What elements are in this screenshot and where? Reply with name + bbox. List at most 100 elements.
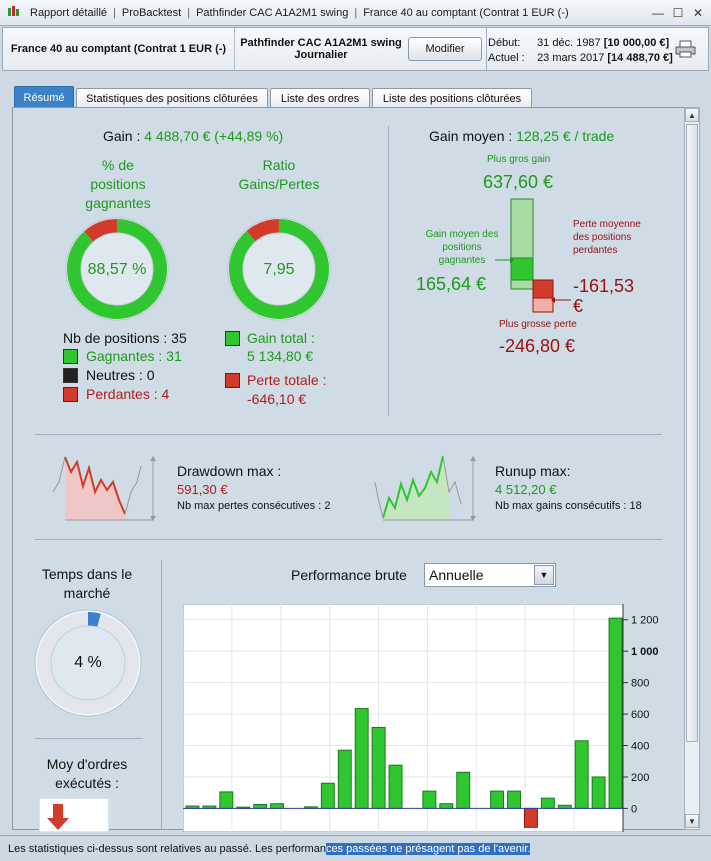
total-gain-swatch <box>225 331 240 346</box>
drawdown-chart <box>49 452 159 527</box>
start-label: Début: <box>488 37 521 49</box>
start-value: [10 000,00 €] <box>603 37 670 49</box>
biggest-gain-label: Plus gros gain <box>487 154 551 165</box>
performance-bar <box>456 771 471 809</box>
status-bar: Les statistiques ci-dessus sont relative… <box>0 835 711 861</box>
performance-bar <box>354 708 369 809</box>
neutral-swatch <box>63 368 78 383</box>
performance-bar <box>439 803 454 809</box>
biggest-gain-value: 637,60 € <box>483 172 554 192</box>
pct-winning-main-arc <box>67 219 167 319</box>
vertical-scrollbar[interactable]: ▲ ▼ <box>684 107 700 830</box>
y-tick-label: 1 200 <box>631 615 659 627</box>
performance-bar <box>574 740 589 809</box>
current-value: [14 488,70 €] <box>607 52 673 64</box>
orders-icon <box>38 797 110 837</box>
nb-positions: Nb de positions : 35 <box>63 330 187 346</box>
strategy-box: Pathfinder CAC A1A2M1 swing Journalier <box>235 28 407 70</box>
disclaimer-selected-text: ces passées ne présagent pas de l'avenir… <box>325 842 531 855</box>
breadcrumb-report[interactable]: Rapport détaillé <box>30 6 108 19</box>
tab-resume[interactable]: Résumé <box>14 86 74 108</box>
start-date: 31 déc. 1987 <box>537 37 601 49</box>
gain-loss-bars <box>483 196 583 319</box>
period-select[interactable]: Annuelle ▼ <box>424 563 556 587</box>
time-in-market-donut <box>33 608 143 723</box>
ratio-value: 7,95 <box>263 261 295 278</box>
avg-gain-row: Gain moyen : 128,25 € / trade <box>429 128 614 144</box>
gain-label: Gain : <box>103 128 145 144</box>
close-icon[interactable]: ✕ <box>692 5 704 20</box>
tab-order-list[interactable]: Liste des ordres <box>270 88 370 108</box>
performance-bar <box>490 790 505 809</box>
tab-closed-position-list[interactable]: Liste des positions clôturées <box>372 88 532 108</box>
scroll-up-icon[interactable]: ▲ <box>685 108 699 122</box>
scroll-down-icon[interactable]: ▼ <box>685 814 699 828</box>
current-date-row: Actuel : 23 mars 2017 [14 488,70 €] <box>488 52 673 64</box>
current-date: 23 mars 2017 <box>537 52 605 64</box>
biggest-loss-label: Plus grosse perte <box>499 319 577 330</box>
y-tick-label: 600 <box>631 709 649 721</box>
ratio-label: Ratio Gains/Pertes <box>238 157 320 192</box>
scroll-thumb[interactable] <box>686 124 698 742</box>
y-tick-label: 1 000 <box>631 646 659 658</box>
report-header: France 40 au comptant (Contrat 1 EUR (-)… <box>2 27 709 71</box>
performance-bar <box>591 776 606 809</box>
runup-chart <box>373 452 483 527</box>
performance-bar <box>253 803 268 809</box>
drawdown-label: Drawdown max : <box>177 463 282 479</box>
performance-bar <box>270 803 285 809</box>
pct-winning-rest-arc <box>84 219 118 243</box>
total-loss-label: Perte totale : <box>247 372 327 388</box>
y-tick-label: 0 <box>631 803 637 815</box>
title-bar: Rapport détaillé | ProBacktest | Pathfin… <box>0 0 711 26</box>
pct-winning-label: % de positions gagnantes <box>85 157 151 211</box>
minimize-icon[interactable]: — <box>652 5 664 20</box>
breadcrumb-strategy[interactable]: Pathfinder CAC A1A2M1 swing <box>196 6 349 19</box>
instrument-name: France 40 au comptant (Contrat 1 EUR (-) <box>3 28 235 70</box>
ratio-donut <box>226 216 332 327</box>
gain-row: Gain : 4 488,70 € (+44,89 %) <box>103 128 283 144</box>
runup-value: 4 512,20 € <box>495 482 557 497</box>
ratio-main-arc <box>229 219 329 319</box>
neutral-label: Neutres : 0 <box>86 367 155 383</box>
time-main-arc <box>87 612 101 628</box>
performance-label: Performance brute <box>291 567 407 583</box>
tab-closed-position-stats[interactable]: Statistiques des positions clôturées <box>76 88 268 108</box>
time-in-market-value: 4 % <box>74 654 102 671</box>
pct-winning-donut <box>64 216 170 327</box>
printer-icon[interactable] <box>675 40 697 63</box>
strategy-name: Pathfinder CAC A1A2M1 swing <box>240 37 402 49</box>
disclaimer-text: Les statistiques ci-dessus sont relative… <box>8 842 326 855</box>
summary-panel: Gain : 4 488,70 € (+44,89 %) % de positi… <box>12 107 686 833</box>
avg-gain-label: Gain moyen : <box>429 128 517 144</box>
losers-swatch <box>63 387 78 402</box>
performance-bar <box>219 791 234 809</box>
y-tick-label: 200 <box>631 772 649 784</box>
total-gain-value: 5 134,80 € <box>247 348 314 364</box>
time-in-market-label: Temps dans le marché <box>41 566 133 601</box>
restore-icon[interactable]: ☐ <box>672 5 684 20</box>
performance-bar <box>320 782 335 809</box>
performance-chart: 1 200 1 000 800 600 400 200 0 <box>182 603 673 837</box>
winners-label: Gagnantes : 31 <box>86 348 182 364</box>
runup-sub: Nb max gains consécutifs : 18 <box>495 500 642 512</box>
avg-losing-label: Perte moyenne des positions perdantes <box>573 219 641 256</box>
performance-bar <box>608 617 623 809</box>
modify-button[interactable]: Modifier <box>408 37 482 61</box>
breadcrumb-instrument[interactable]: France 40 au comptant (Contrat 1 EUR (-) <box>363 6 569 19</box>
chevron-down-icon[interactable]: ▼ <box>534 565 554 585</box>
drawdown-value: 591,30 € <box>177 482 228 497</box>
runup-label: Runup max: <box>495 463 571 479</box>
biggest-loss-value: -246,80 € <box>499 336 576 356</box>
performance-bar <box>337 749 352 809</box>
avg-winning-value: 165,64 € <box>416 274 487 294</box>
avg-gain-value: 128,25 € / trade <box>516 128 615 144</box>
breadcrumb-probacktest[interactable]: ProBacktest <box>121 6 182 19</box>
performance-chart-svg: 1 200 1 000 800 600 400 200 0 <box>182 603 659 833</box>
timeframe-label: Journalier <box>294 49 348 61</box>
y-tick-label: 400 <box>631 741 649 753</box>
avg-orders-label: Moy d'ordres exécutés : <box>46 756 128 791</box>
performance-bar <box>523 807 538 828</box>
app-icon <box>0 4 24 21</box>
period-select-value: Annuelle <box>429 567 484 583</box>
